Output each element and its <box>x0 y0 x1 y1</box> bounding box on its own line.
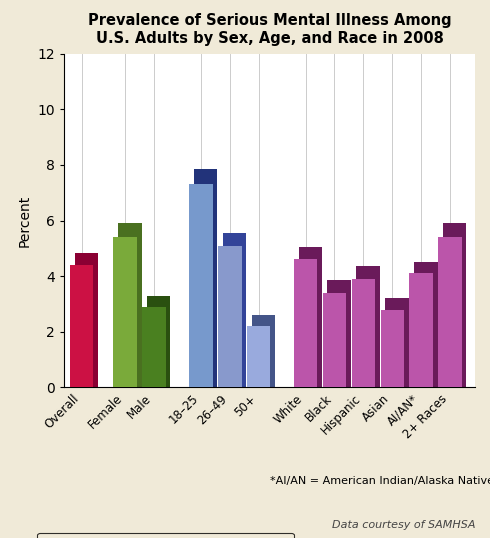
Bar <box>147 296 171 387</box>
Bar <box>323 293 346 387</box>
Text: *AI/AN = American Indian/Alaska Native: *AI/AN = American Indian/Alaska Native <box>270 476 490 486</box>
Bar <box>223 233 246 387</box>
Bar <box>142 307 166 387</box>
Bar <box>118 223 142 387</box>
Bar <box>298 247 322 387</box>
Legend: Overall, Age, Sex, Race: Overall, Age, Sex, Race <box>37 533 294 538</box>
Bar <box>189 185 213 387</box>
Bar <box>252 315 275 387</box>
Bar <box>247 326 270 387</box>
Bar <box>218 246 242 387</box>
Bar <box>70 265 94 387</box>
Title: Prevalence of Serious Mental Illness Among
U.S. Adults by Sex, Age, and Race in : Prevalence of Serious Mental Illness Amo… <box>88 13 451 46</box>
Bar <box>194 169 218 387</box>
Bar <box>438 237 462 387</box>
Bar <box>327 280 351 387</box>
Bar <box>443 223 466 387</box>
Bar <box>414 263 438 387</box>
Bar <box>352 279 375 387</box>
Bar <box>410 273 433 387</box>
Bar <box>113 237 137 387</box>
Bar <box>356 266 380 387</box>
Y-axis label: Percent: Percent <box>18 194 31 247</box>
Text: Data courtesy of SAMHSA: Data courtesy of SAMHSA <box>332 520 475 530</box>
Bar <box>74 252 98 387</box>
Bar <box>294 259 318 387</box>
Bar <box>381 309 404 387</box>
Bar <box>385 299 409 387</box>
